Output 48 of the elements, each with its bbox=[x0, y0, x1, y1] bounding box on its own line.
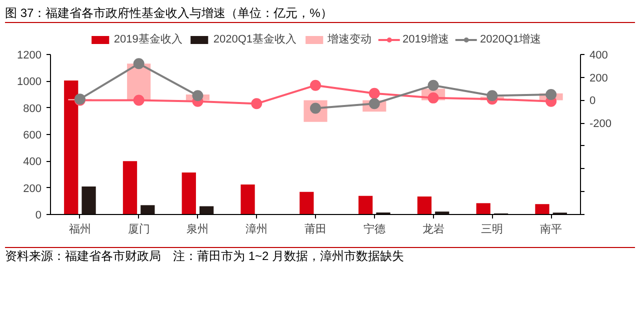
point bbox=[310, 80, 321, 91]
point bbox=[133, 58, 144, 70]
text: 资料来源：福建省各市财政局 注：莆田市为 1~2 月数据，漳州市数据缺失 bbox=[5, 249, 404, 263]
bar bbox=[417, 196, 432, 214]
x-tick-label: 南平 bbox=[540, 222, 562, 236]
point bbox=[546, 89, 557, 100]
bar bbox=[64, 80, 78, 214]
y2-tick-label: 0 bbox=[590, 95, 596, 108]
bar bbox=[199, 206, 214, 214]
legend-label: 2020Q1增速 bbox=[480, 32, 542, 46]
point bbox=[133, 94, 144, 106]
bar bbox=[535, 204, 550, 214]
point bbox=[192, 90, 204, 102]
legend-label: 2019增速 bbox=[402, 32, 449, 46]
bar bbox=[182, 172, 196, 214]
x-tick-label: 莆田 bbox=[304, 222, 326, 236]
legend-label: 2020Q1基金收入 bbox=[213, 32, 296, 46]
x-tick-label: 龙岩 bbox=[422, 222, 444, 236]
point bbox=[428, 80, 439, 91]
y-tick-label: 200 bbox=[23, 182, 42, 195]
y2-tick-label: -200 bbox=[590, 118, 612, 130]
bar bbox=[476, 203, 490, 214]
y2-tick-label: 200 bbox=[590, 72, 608, 84]
x-tick-label: 宁德 bbox=[363, 222, 386, 236]
y-tick-label: 800 bbox=[23, 102, 42, 115]
bar bbox=[122, 161, 138, 214]
legend-label: 2019基金收入 bbox=[114, 32, 182, 46]
bar bbox=[300, 192, 314, 214]
bar bbox=[358, 196, 373, 214]
y-tick-label: 600 bbox=[23, 130, 42, 142]
point bbox=[486, 90, 498, 102]
x-tick-label: 三明 bbox=[481, 224, 504, 236]
bar bbox=[240, 184, 255, 214]
y-tick-label: 1000 bbox=[17, 76, 42, 88]
legend-label: 增速变动 bbox=[328, 32, 372, 46]
y-tick-label: 0 bbox=[35, 210, 42, 222]
x-tick-label: 厦门 bbox=[128, 222, 150, 236]
x-tick-label: 漳州 bbox=[246, 222, 268, 236]
bar bbox=[140, 205, 155, 214]
x-tick-label: 泉州 bbox=[186, 222, 209, 236]
y-tick-label: 1200 bbox=[17, 50, 42, 62]
chart-title: 图 37：福建省各市政府性基金收入与增速（单位：亿元，%） bbox=[5, 5, 332, 22]
y2-tick-label: 400 bbox=[590, 50, 608, 62]
bar bbox=[82, 186, 96, 214]
x-tick-label: 福州 bbox=[68, 222, 91, 236]
point bbox=[368, 88, 380, 99]
point bbox=[251, 98, 262, 110]
y-tick-label: 400 bbox=[23, 156, 42, 168]
